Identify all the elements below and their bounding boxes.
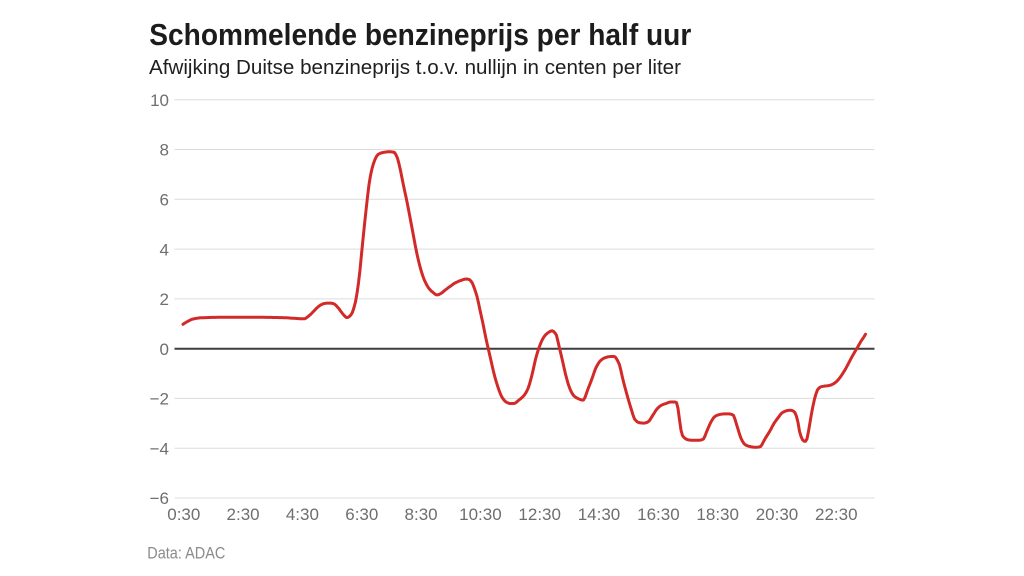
svg-text:6: 6 bbox=[160, 191, 169, 210]
svg-text:2:30: 2:30 bbox=[227, 505, 260, 524]
svg-text:Data: ADAC: Data: ADAC bbox=[147, 545, 225, 563]
svg-text:12:30: 12:30 bbox=[518, 505, 561, 524]
svg-text:10:30: 10:30 bbox=[459, 505, 502, 524]
svg-text:−2: −2 bbox=[150, 390, 169, 409]
svg-text:22:30: 22:30 bbox=[815, 505, 858, 524]
svg-text:10: 10 bbox=[150, 91, 169, 110]
svg-text:Afwijking Duitse benzineprijs: Afwijking Duitse benzineprijs t.o.v. nul… bbox=[149, 56, 681, 79]
svg-text:14:30: 14:30 bbox=[578, 505, 621, 524]
svg-text:2: 2 bbox=[160, 290, 169, 309]
svg-text:8: 8 bbox=[160, 141, 169, 160]
svg-text:Schommelende benzineprijs per: Schommelende benzineprijs per half uur bbox=[149, 18, 691, 52]
svg-text:8:30: 8:30 bbox=[405, 505, 438, 524]
svg-text:4: 4 bbox=[160, 240, 169, 259]
svg-text:−4: −4 bbox=[150, 439, 169, 458]
svg-text:6:30: 6:30 bbox=[345, 505, 378, 524]
svg-text:18:30: 18:30 bbox=[696, 505, 739, 524]
svg-text:16:30: 16:30 bbox=[637, 505, 680, 524]
svg-text:4:30: 4:30 bbox=[286, 505, 319, 524]
svg-text:−6: −6 bbox=[150, 489, 169, 508]
svg-text:0:30: 0:30 bbox=[167, 505, 200, 524]
svg-text:0: 0 bbox=[160, 340, 169, 359]
svg-text:20:30: 20:30 bbox=[756, 505, 799, 524]
